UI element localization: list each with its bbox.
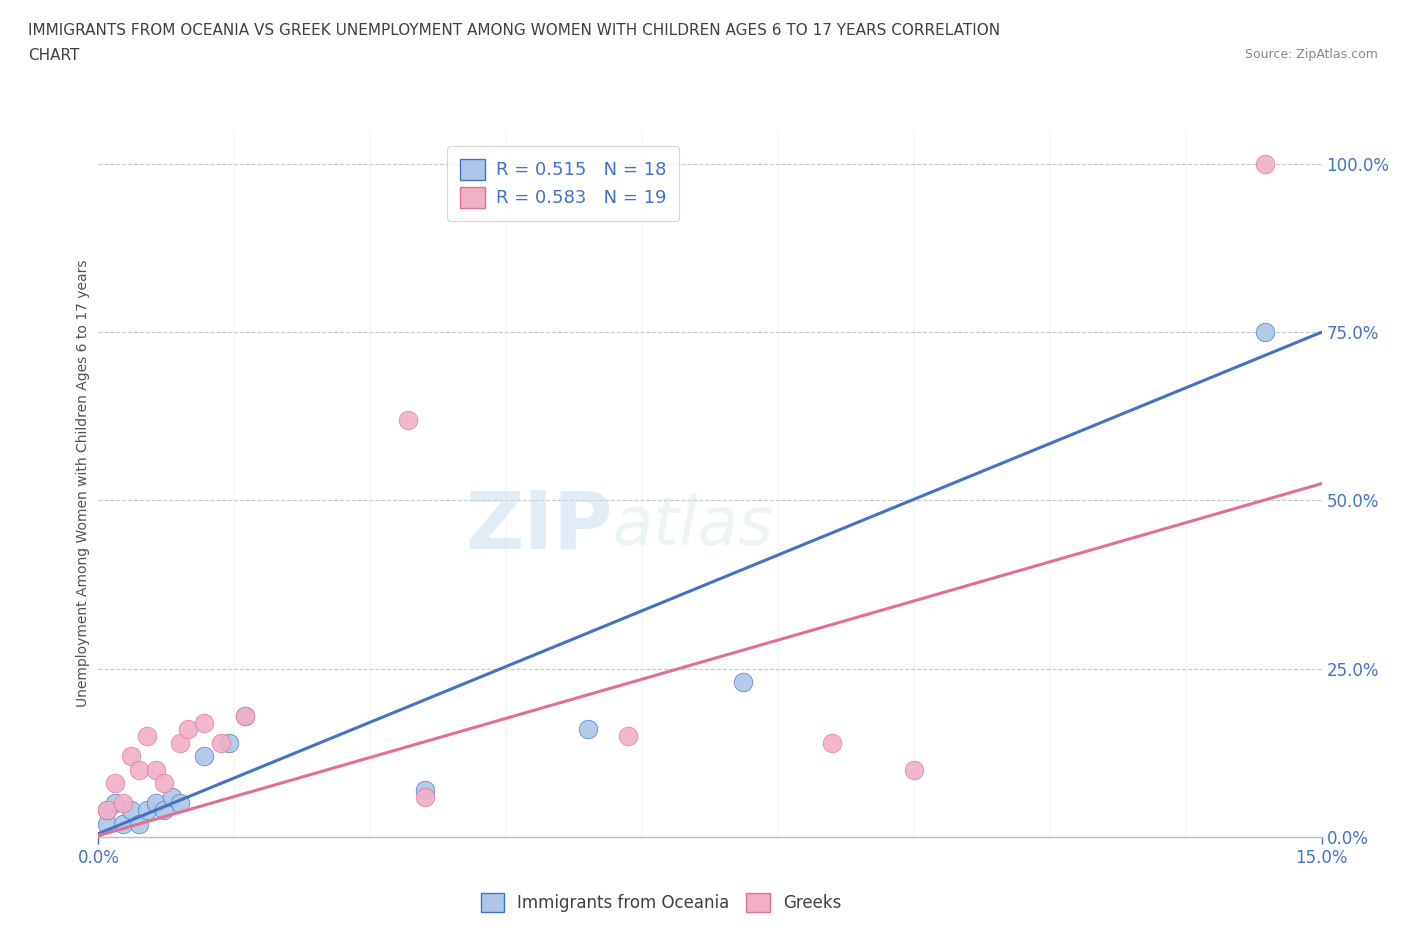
Point <box>96 817 118 831</box>
Point <box>177 722 200 737</box>
Point <box>111 796 134 811</box>
Point <box>145 763 167 777</box>
Text: Source: ZipAtlas.com: Source: ZipAtlas.com <box>1244 48 1378 61</box>
Point <box>731 675 754 690</box>
Point <box>218 736 240 751</box>
Point <box>96 803 118 817</box>
Text: IMMIGRANTS FROM OCEANIA VS GREEK UNEMPLOYMENT AMONG WOMEN WITH CHILDREN AGES 6 T: IMMIGRANTS FROM OCEANIA VS GREEK UNEMPLO… <box>28 23 1000 38</box>
Point <box>120 803 142 817</box>
Point <box>96 803 118 817</box>
Point <box>128 763 150 777</box>
Point <box>160 790 183 804</box>
Point <box>136 728 159 743</box>
Point <box>120 749 142 764</box>
Point <box>903 763 925 777</box>
Point <box>1253 325 1275 339</box>
Point <box>145 796 167 811</box>
Point <box>413 782 436 797</box>
Point <box>104 796 127 811</box>
Text: CHART: CHART <box>28 48 80 63</box>
Point <box>128 817 150 831</box>
Point <box>152 776 174 790</box>
Point <box>193 749 215 764</box>
Point <box>104 776 127 790</box>
Point <box>111 817 134 831</box>
Y-axis label: Unemployment Among Women with Children Ages 6 to 17 years: Unemployment Among Women with Children A… <box>76 259 90 708</box>
Point <box>136 803 159 817</box>
Point <box>821 736 844 751</box>
Point <box>413 790 436 804</box>
Point <box>169 736 191 751</box>
Point <box>617 728 640 743</box>
Legend: Immigrants from Oceania, Greeks: Immigrants from Oceania, Greeks <box>472 884 849 921</box>
Point <box>233 709 256 724</box>
Point <box>576 722 599 737</box>
Point <box>209 736 232 751</box>
Point <box>233 709 256 724</box>
Point <box>169 796 191 811</box>
Point <box>396 412 419 427</box>
Text: atlas: atlas <box>612 493 773 559</box>
Text: ZIP: ZIP <box>465 487 612 565</box>
Point <box>193 715 215 730</box>
Point <box>152 803 174 817</box>
Point <box>1253 156 1275 171</box>
